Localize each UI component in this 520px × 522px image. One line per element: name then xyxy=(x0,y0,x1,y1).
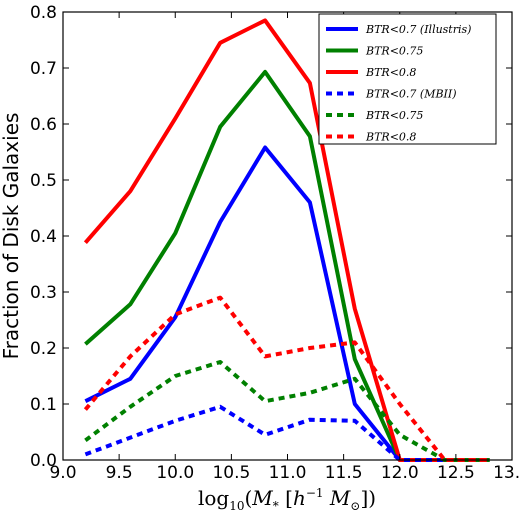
legend-label-3: BTR<0.7 (MBII) xyxy=(365,88,457,101)
x-tick-label-4: 11.0 xyxy=(269,463,307,483)
y-tick-label-1: 0.1 xyxy=(30,395,57,415)
y-tick-label-3: 0.3 xyxy=(30,283,57,303)
y-tick-label-4: 0.4 xyxy=(30,227,57,247)
legend-label-1: BTR<0.75 xyxy=(365,45,423,58)
y-tick-label-5: 0.5 xyxy=(30,171,57,191)
y-tick-label-6: 0.6 xyxy=(30,115,57,135)
x-tick-label-7: 12.5 xyxy=(437,463,475,483)
x-tick-label-5: 11.5 xyxy=(325,463,363,483)
legend-label-0: BTR<0.7 (Illustris) xyxy=(365,23,471,36)
y-tick-label-2: 0.2 xyxy=(30,339,57,359)
ticks-layer: 9.0 9.5 10.0 10.5 11.0 11.5 12.0 12.5 13.0 0.0 0.1… xyxy=(30,3,520,483)
x-tick-label-3: 10.5 xyxy=(212,463,250,483)
y-tick-label-0: 0.0 xyxy=(30,451,57,471)
legend-label-2: BTR<0.8 xyxy=(365,66,416,79)
x-axis-label: log10(M* [h−1 M⊙]) xyxy=(198,486,376,513)
y-axis-label: Fraction of Disk Galaxies xyxy=(0,113,23,360)
x-tick-label-8: 13.0 xyxy=(493,463,520,483)
legend: BTR<0.7 (Illustris) BTR<0.75 BTR<0.8 BTR<0.… xyxy=(318,13,497,145)
legend-label-4: BTR<0.75 xyxy=(365,109,423,122)
legend-box xyxy=(318,13,497,145)
y-tick-label-7: 0.7 xyxy=(30,59,57,79)
series-line-3 xyxy=(84,404,490,462)
x-tick-label-6: 12.0 xyxy=(381,463,419,483)
y-tick-label-8: 0.8 xyxy=(30,3,57,23)
series-line-0 xyxy=(84,145,490,462)
x-tick-label-1: 9.5 xyxy=(106,463,133,483)
x-tick-label-2: 10.0 xyxy=(156,463,194,483)
series-line-4 xyxy=(84,360,490,462)
series-line-5 xyxy=(83,295,490,462)
legend-label-5: BTR<0.8 xyxy=(365,131,416,144)
x-tick-label-0: 9.0 xyxy=(49,463,76,483)
legend-items: BTR<0.7 (Illustris) BTR<0.75 BTR<0.8 BTR<0.… xyxy=(326,23,471,144)
